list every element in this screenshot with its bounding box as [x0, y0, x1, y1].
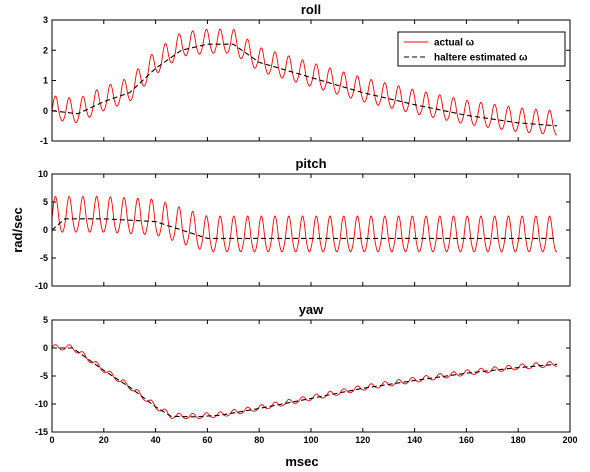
x-tick-label: 140 — [407, 435, 422, 445]
y-tick-label: -10 — [35, 399, 48, 409]
x-tick-label: 160 — [459, 435, 474, 445]
y-tick-label: 5 — [43, 197, 48, 207]
y-tick-label: -5 — [40, 253, 48, 263]
y-tick-label: 0 — [43, 106, 48, 116]
x-tick-label: 180 — [511, 435, 526, 445]
legend-box — [397, 31, 566, 67]
x-tick-label: 40 — [151, 435, 161, 445]
x-tick-label: 0 — [49, 435, 54, 445]
y-tick-label: 0 — [43, 225, 48, 235]
y-tick-label: 5 — [43, 315, 48, 325]
x-tick-label: 20 — [99, 435, 109, 445]
y-tick-label: 3 — [43, 15, 48, 25]
x-tick-label: 60 — [202, 435, 212, 445]
y-tick-label: -15 — [35, 427, 48, 437]
series-actual-pitch — [51, 195, 558, 253]
x-tick-label: 200 — [562, 435, 577, 445]
series-actual-roll — [51, 28, 558, 136]
panel-roll: -1 0 1 2 3 roll — [40, 2, 571, 146]
legend-label: actual ω — [434, 38, 475, 49]
panel-yaw: 0 20 40 60 80 100 120 140 160 180 200 -15 -10 -5 0 5 yaw — [35, 302, 578, 445]
y-tick-label: 10 — [38, 169, 48, 179]
series-actual-yaw — [51, 344, 558, 420]
panel-title-roll: roll — [301, 2, 321, 17]
series-estimated-yaw — [52, 347, 558, 418]
legend-label: haltere estimated ω — [434, 53, 528, 64]
panel-title-yaw: yaw — [299, 302, 324, 317]
x-axis-label: msec — [285, 454, 318, 469]
y-tick-label: -10 — [35, 281, 48, 291]
y-axis-label: rad/sec — [10, 207, 25, 253]
y-tick-label: 0 — [43, 343, 48, 353]
panel-title-pitch: pitch — [295, 156, 326, 171]
x-tick-label: 100 — [303, 435, 318, 445]
y-tick-label: 1 — [43, 76, 48, 86]
legend: actual ω haltere estimated ω — [397, 31, 566, 67]
panel-pitch: -10 -5 0 5 10 pitch — [35, 156, 571, 291]
y-tick-label: -5 — [40, 371, 48, 381]
x-tick-label: 120 — [355, 435, 370, 445]
x-tick-label: 80 — [254, 435, 264, 445]
series-estimated-roll — [51, 43, 558, 127]
plot-frame-yaw — [51, 319, 571, 433]
y-tick-label: -1 — [40, 136, 48, 146]
series-estimated-pitch — [51, 218, 558, 239]
y-tick-label: 2 — [43, 45, 48, 55]
